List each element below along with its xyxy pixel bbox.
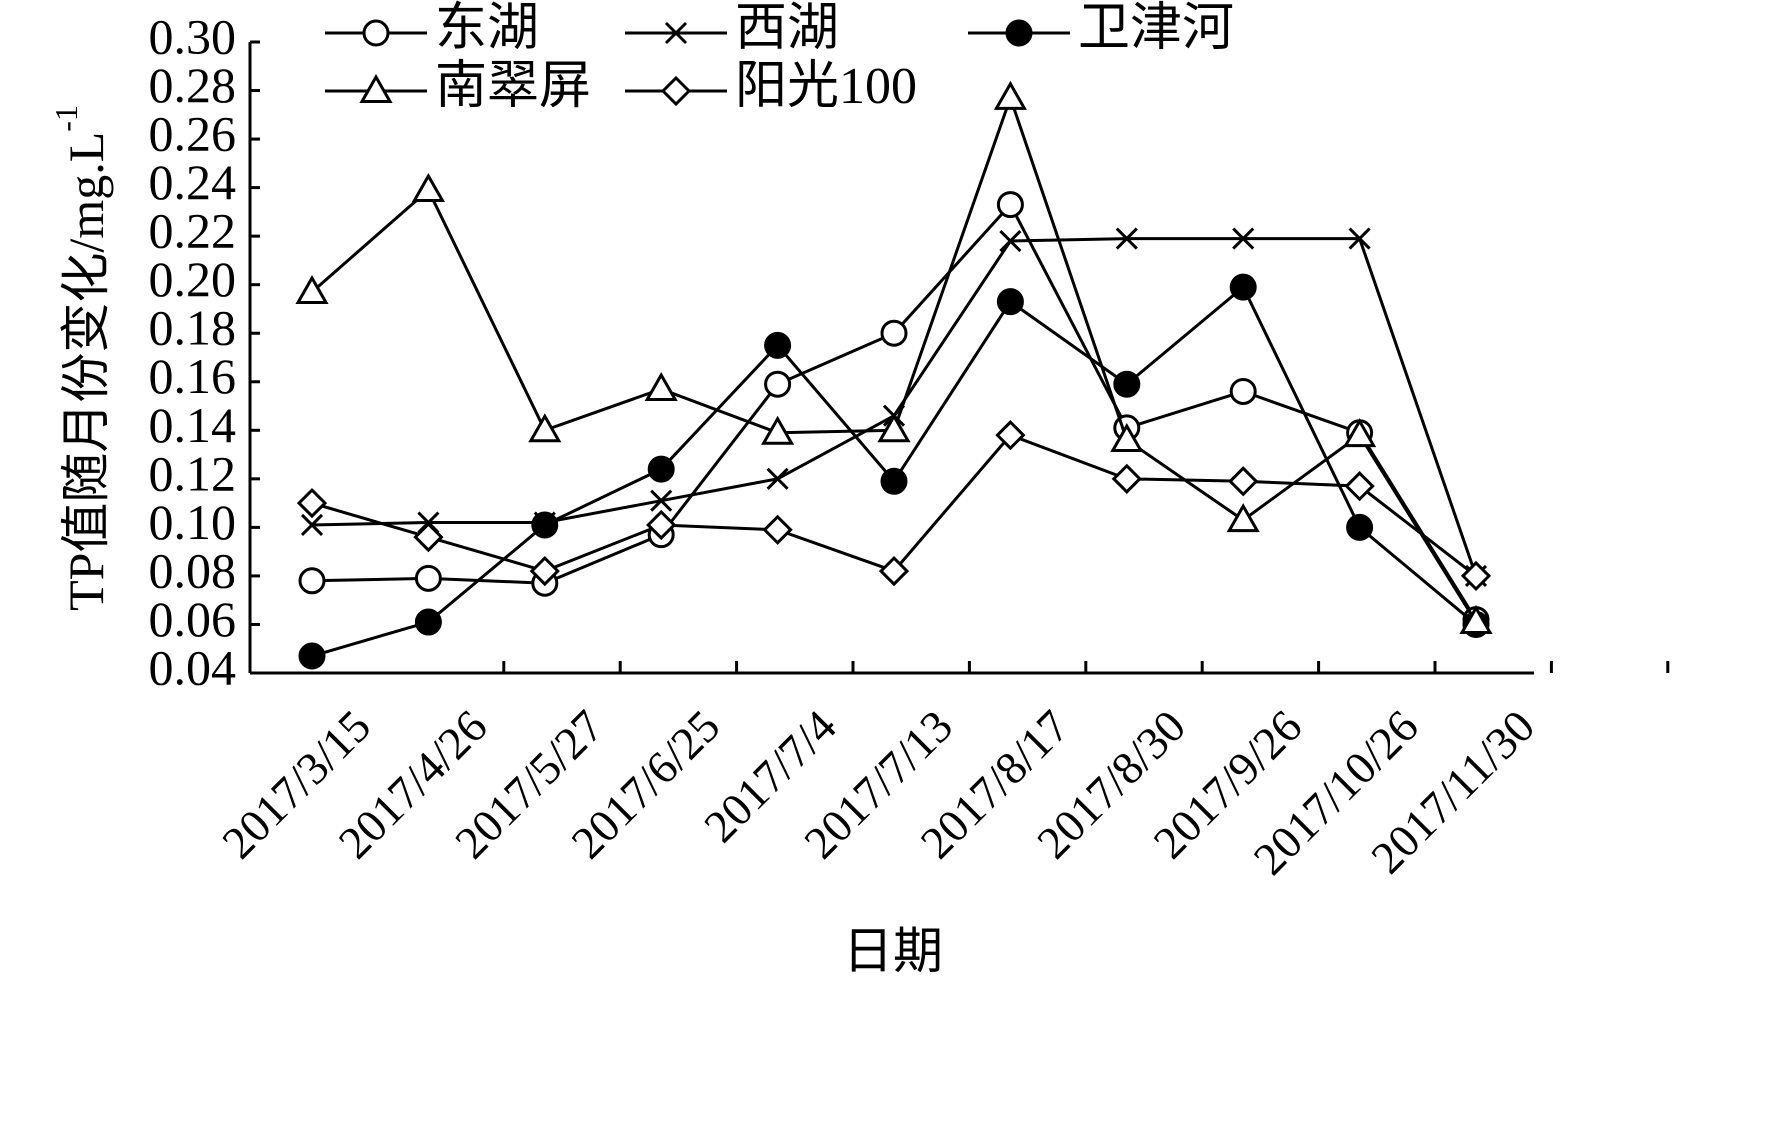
data-point xyxy=(993,80,1027,110)
data-point xyxy=(880,467,908,495)
data-point xyxy=(1348,227,1371,250)
legend-label: 卫津河 xyxy=(1078,0,1234,57)
legend-label: 西湖 xyxy=(735,0,839,57)
data-point xyxy=(999,229,1022,253)
legend-label: 南翠屏 xyxy=(435,58,591,115)
y-tick-label: 0.28 xyxy=(149,57,237,113)
y-tick-label: 0.30 xyxy=(149,8,237,64)
data-point xyxy=(764,331,792,359)
data-point xyxy=(1343,418,1377,448)
data-point xyxy=(646,509,677,541)
data-point xyxy=(762,514,793,545)
data-point xyxy=(1113,370,1141,398)
data-point xyxy=(1346,513,1374,541)
data-point xyxy=(647,455,675,483)
data-point xyxy=(1460,560,1492,592)
data-point xyxy=(300,513,324,537)
data-point xyxy=(996,191,1024,219)
y-tick-label: 0.20 xyxy=(149,251,237,307)
series-group xyxy=(295,80,1493,670)
y-tick-label: 0.14 xyxy=(149,397,237,453)
data-point xyxy=(761,415,795,445)
data-point xyxy=(644,372,678,402)
y-tick-label: 0.06 xyxy=(149,591,237,647)
data-point xyxy=(531,511,559,539)
data-point xyxy=(650,489,673,512)
series-3 xyxy=(295,80,1493,635)
data-point xyxy=(298,567,326,595)
data-point xyxy=(996,288,1024,316)
data-point xyxy=(878,555,910,587)
legend-marker xyxy=(664,21,688,45)
data-point xyxy=(1111,463,1142,494)
y-tick-label: 0.18 xyxy=(149,300,237,356)
data-point xyxy=(1459,605,1493,635)
data-point xyxy=(1115,227,1138,250)
series-line xyxy=(311,93,1478,623)
data-point xyxy=(295,274,329,304)
data-point xyxy=(411,173,445,203)
data-point xyxy=(414,564,442,592)
data-point xyxy=(1110,422,1144,453)
y-axis-title-exponent: -1 xyxy=(48,105,84,132)
y-tick-label: 0.26 xyxy=(149,106,237,162)
data-point xyxy=(877,413,911,443)
series-4 xyxy=(296,420,1492,592)
data-point xyxy=(764,370,792,398)
y-tick-label: 0.08 xyxy=(149,542,237,598)
x-ticks: 2017/3/152017/4/262017/5/272017/6/252017… xyxy=(212,661,1670,884)
legend-item: 东湖 xyxy=(325,0,539,57)
y-tick-label: 0.04 xyxy=(149,639,237,695)
legend-label: 东湖 xyxy=(435,0,539,57)
data-point xyxy=(1344,471,1375,502)
y-tick-label: 0.10 xyxy=(149,494,237,550)
y-axis-title: TP值随月份变化/mg.L-1 xyxy=(48,105,114,611)
data-point xyxy=(529,555,560,587)
data-point xyxy=(528,413,562,443)
data-point xyxy=(995,420,1026,451)
data-point xyxy=(1229,273,1257,301)
legend-marker xyxy=(359,73,393,103)
x-axis-title: 日期 xyxy=(843,923,943,979)
series-line xyxy=(311,433,1477,578)
legend-item: 阳光100 xyxy=(625,58,917,115)
series-1 xyxy=(300,227,1488,587)
legend-item: 西湖 xyxy=(625,0,839,57)
data-point xyxy=(1226,503,1260,533)
y-ticks: 0.040.060.080.100.120.140.160.180.200.22… xyxy=(149,8,260,695)
y-axis-title-main: TP值随月份变化/mg.L xyxy=(58,132,114,611)
y-tick-label: 0.12 xyxy=(149,445,237,501)
data-point xyxy=(296,487,328,519)
y-tick-label: 0.22 xyxy=(149,203,237,259)
data-point xyxy=(766,467,789,490)
data-point xyxy=(880,319,908,347)
legend-label: 阳光100 xyxy=(735,58,917,115)
y-tick-label: 0.16 xyxy=(149,348,237,404)
legend-marker xyxy=(362,19,390,47)
data-point xyxy=(298,642,326,670)
data-point xyxy=(1228,466,1259,497)
legend-marker xyxy=(660,75,692,107)
data-point xyxy=(414,608,442,636)
legend-item: 卫津河 xyxy=(968,0,1234,57)
data-point xyxy=(1232,227,1255,250)
y-tick-label: 0.24 xyxy=(149,154,237,210)
data-point xyxy=(413,521,444,553)
legend-item: 南翠屏 xyxy=(325,58,591,115)
data-point xyxy=(1229,377,1257,405)
legend-marker xyxy=(1005,19,1033,47)
